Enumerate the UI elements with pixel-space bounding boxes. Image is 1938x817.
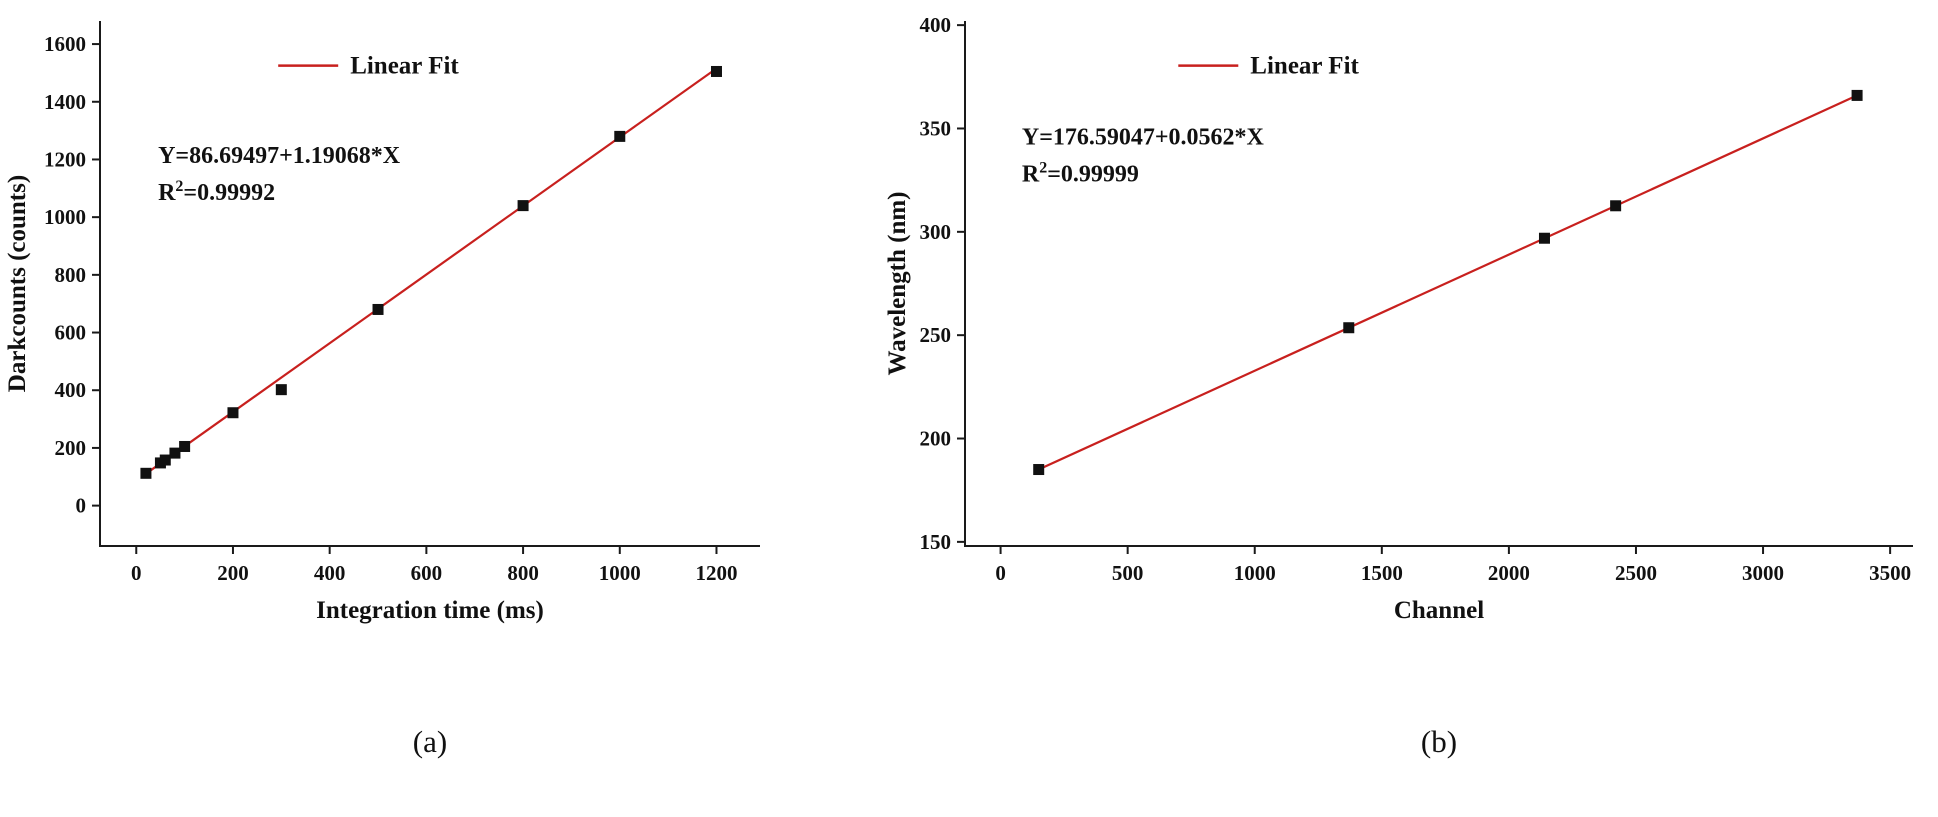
y-tick-label: 1400 [44, 90, 86, 114]
data-point [1538, 232, 1550, 244]
data-point [140, 467, 152, 479]
y-tick-label: 300 [920, 220, 952, 244]
legend-label: Linear Fit [1250, 53, 1359, 80]
data-point [275, 384, 287, 396]
data-point [1851, 89, 1863, 101]
x-tick-label: 3500 [1869, 561, 1911, 585]
y-tick-label: 400 [55, 378, 87, 402]
y-tick-label: 250 [920, 323, 952, 347]
data-point [517, 200, 529, 212]
y-tick-label: 150 [920, 530, 952, 554]
fit-equation-text: Y=86.69497+1.19068*X [158, 143, 401, 169]
r-squared-text: R2=0.99999 [1022, 159, 1139, 187]
fit-line [1035, 93, 1861, 472]
y-tick-label: 600 [55, 321, 87, 345]
figure-panel: 0 200 400 600 800 1000 1200 0 200 400 600 800 1000 12… [0, 6, 1938, 760]
y-tick-label: 0 [76, 494, 87, 518]
chart-a: 0 200 400 600 800 1000 1200 0 200 400 600 800 1000 12… [0, 6, 880, 760]
x-tick-label: 0 [131, 561, 142, 585]
caption-a: (a) [412, 724, 448, 759]
x-tick-label: 1500 [1361, 561, 1403, 585]
x-tick-label: 400 [314, 561, 346, 585]
data-point [227, 407, 239, 419]
x-tick-label: 1200 [695, 561, 737, 585]
x-tick-label: 500 [1112, 561, 1144, 585]
y-tick-label: 800 [55, 263, 87, 287]
fit-equation-text: Y=176.59047+0.0562*X [1022, 124, 1265, 150]
x-tick-label: 800 [507, 561, 539, 585]
y-axis-title: Darkcounts (counts) [4, 175, 31, 392]
data-point [159, 454, 171, 466]
x-axis-title: Channel [1394, 597, 1484, 624]
y-axis-title: Wavelength (nm) [884, 191, 911, 375]
caption-b: (b) [1420, 724, 1458, 759]
y-tick-label: 1600 [44, 32, 86, 56]
data-point [169, 447, 181, 459]
y-tick-label: 350 [920, 116, 952, 140]
x-tick-label: 1000 [599, 561, 641, 585]
data-point [614, 130, 626, 142]
y-tick-label: 400 [920, 13, 952, 37]
chart-a-svg: 0 200 400 600 800 1000 1200 0 200 400 600 800 1000 12… [4, 21, 760, 624]
legend-label: Linear Fit [350, 53, 459, 80]
x-tick-label: 2000 [1488, 561, 1530, 585]
y-tick-label: 200 [55, 436, 87, 460]
x-tick-label: 1000 [1234, 561, 1276, 585]
x-tick-label: 2500 [1615, 561, 1657, 585]
data-point [1343, 322, 1355, 334]
r-squared-text: R2=0.99992 [158, 178, 275, 206]
data-point [710, 65, 722, 77]
y-tick-label: 1000 [44, 205, 86, 229]
x-tick-label: 200 [217, 561, 249, 585]
y-tick-label: 1200 [44, 147, 86, 171]
data-point [1033, 464, 1045, 476]
data-point [179, 440, 191, 452]
x-tick-label: 600 [411, 561, 443, 585]
y-tick-label: 200 [920, 427, 952, 451]
data-point [1610, 200, 1622, 212]
x-tick-label: 0 [995, 561, 1006, 585]
data-point [372, 303, 384, 315]
chart-b-svg: 0 500 1000 1500 2000 2500 3000 3500 150 200 250 300… [884, 13, 1913, 624]
x-tick-label: 3000 [1742, 561, 1784, 585]
x-axis-title: Integration time (ms) [316, 597, 544, 624]
chart-b: 0 500 1000 1500 2000 2500 3000 3500 150 200 250 300… [880, 6, 1938, 760]
